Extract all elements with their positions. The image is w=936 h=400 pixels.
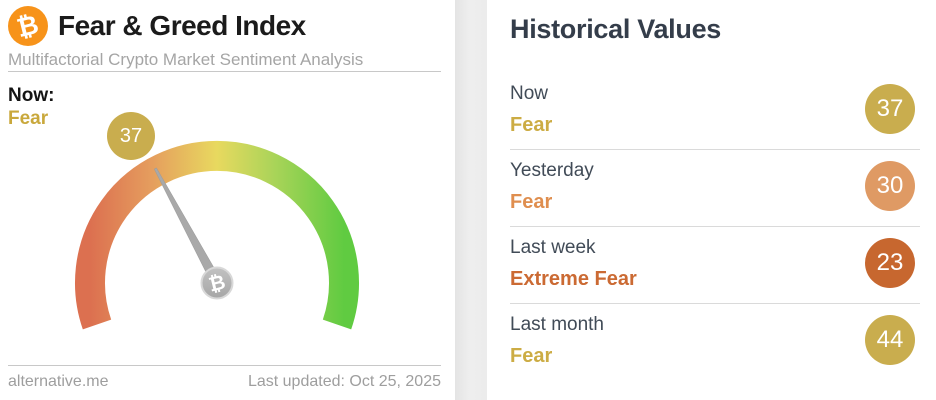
history-row-last-month: Last month Fear 44: [510, 304, 920, 381]
gauge-arc: [75, 140, 359, 330]
history-row-yesterday: Yesterday Fear 30: [510, 150, 920, 227]
widget-header: ₿ Fear & Greed Index: [8, 6, 306, 46]
gauge-pivot: [200, 266, 234, 300]
historical-values-title: Historical Values: [510, 14, 722, 44]
panel-gap: [455, 0, 487, 400]
last-updated: Last updated: Oct 25, 2025: [247, 373, 441, 390]
historical-values-list: Now Fear 37 Yesterday Fear 30 Last week …: [510, 73, 920, 381]
bitcoin-logo-icon: ₿: [8, 6, 48, 46]
history-status: Fear: [510, 345, 553, 367]
history-value-badge: 37: [865, 84, 915, 134]
now-label: Now:: [8, 85, 55, 106]
history-status: Extreme Fear: [510, 268, 637, 290]
history-value-badge: 44: [865, 315, 915, 365]
subtitle: Multifactorial Crypto Market Sentiment A…: [8, 50, 364, 69]
widget-footer: alternative.me Last updated: Oct 25, 202…: [8, 365, 441, 391]
bitcoin-glyph: ₿: [14, 8, 42, 44]
history-row-last-week: Last week Extreme Fear 23: [510, 227, 920, 304]
bitcoin-pivot-icon: ₿: [207, 271, 228, 296]
history-value-badge: 30: [865, 161, 915, 211]
gauge: ₿: [75, 140, 359, 330]
history-status: Fear: [510, 191, 553, 213]
page-title: Fear & Greed Index: [58, 10, 306, 42]
history-status: Fear: [510, 114, 553, 136]
fear-greed-widget-card: ₿ Fear & Greed Index Multifactorial Cryp…: [0, 0, 455, 400]
history-period-label: Last week: [510, 237, 596, 258]
gauge-value-badge: 37: [107, 112, 155, 160]
now-status: Fear: [8, 108, 49, 129]
history-row-now: Now Fear 37: [510, 73, 920, 150]
history-period-label: Last month: [510, 314, 604, 335]
historical-values-card: Historical Values Now Fear 37 Yesterday …: [487, 0, 936, 400]
header-divider: [8, 71, 441, 72]
history-period-label: Yesterday: [510, 160, 594, 181]
history-period-label: Now: [510, 83, 549, 104]
history-value-badge: 23: [865, 238, 915, 288]
source-link[interactable]: alternative.me: [8, 373, 109, 390]
